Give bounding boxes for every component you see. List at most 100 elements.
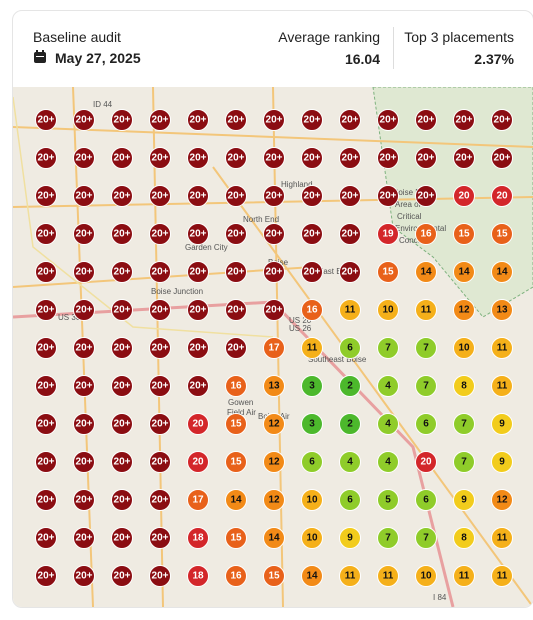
rank-marker [263,261,285,283]
rank-marker [73,185,95,207]
rank-label: 7 [423,533,429,544]
rank-marker [491,527,513,549]
rank-marker [149,299,171,321]
rank-marker [225,337,247,359]
rank-marker [415,337,437,359]
rank-label: 20+ [304,191,321,202]
map-label: Garden City [185,243,228,252]
rank-marker [339,527,361,549]
rank-label: 20+ [114,419,131,430]
rank-marker [35,261,57,283]
map-label: North End [243,215,279,224]
rank-marker [73,299,95,321]
map-label: I 84 [433,593,447,602]
rank-marker [301,565,323,587]
map-label: Boise Junction [151,287,203,296]
rank-marker [149,489,171,511]
rank-label: 20+ [266,267,283,278]
rank-label: 20+ [228,115,245,126]
rank-marker [187,451,209,473]
rank-label: 7 [423,381,429,392]
rank-label: 4 [385,419,391,430]
rank-marker [491,185,513,207]
rank-label: 20+ [228,229,245,240]
rank-label: 19 [382,229,394,240]
rank-label: 20+ [228,343,245,354]
rank-label: 20+ [76,305,93,316]
rank-marker [263,413,285,435]
rank-marker [377,375,399,397]
rank-marker [225,527,247,549]
rank-marker [111,337,133,359]
avg-label: Average ranking [278,29,380,45]
rank-label: 20+ [152,381,169,392]
rank-marker [263,147,285,169]
rank-marker [225,223,247,245]
rank-label: 16 [230,381,242,392]
rank-label: 20+ [76,153,93,164]
rank-marker [187,565,209,587]
rank-label: 20+ [190,153,207,164]
rank-marker [377,565,399,587]
rank-label: 12 [268,495,280,506]
rank-label: 10 [420,571,432,582]
rank-marker [35,375,57,397]
rank-marker [301,109,323,131]
date: May 27, 2025 [55,50,141,66]
rank-label: 8 [461,381,467,392]
rank-label: 15 [230,533,242,544]
rank-marker [263,375,285,397]
rank-label: 14 [306,571,318,582]
rank-label: 20+ [494,115,511,126]
rank-label: 20+ [266,305,283,316]
rank-label: 3 [309,381,315,392]
rank-label: 20+ [38,229,55,240]
rank-label: 20+ [76,343,93,354]
rank-marker [263,299,285,321]
rank-label: 20+ [152,419,169,430]
rank-label: 20+ [152,191,169,202]
rank-label: 20+ [38,305,55,316]
map-label: ID 44 [93,100,113,109]
rank-marker [35,185,57,207]
rank-marker [73,489,95,511]
rank-label: 7 [423,343,429,354]
rank-marker [187,299,209,321]
rank-label: 16 [306,305,318,316]
map-label: Area of [395,200,422,209]
rank-label: 20+ [114,191,131,202]
rank-marker [453,565,475,587]
rank-marker [149,185,171,207]
rank-marker [377,451,399,473]
rank-marker [73,337,95,359]
rank-marker [415,147,437,169]
rank-label: 20+ [342,229,359,240]
rank-marker [491,565,513,587]
rank-label: 11 [497,343,508,354]
rank-label: 20+ [190,267,207,278]
rank-marker [339,565,361,587]
rank-label: 20+ [456,115,473,126]
rank-label: 20+ [38,495,55,506]
rank-label: 6 [309,457,315,468]
rank-label: 10 [306,533,318,544]
rank-label: 15 [268,571,280,582]
rank-label: 20 [496,191,508,202]
rank-marker [187,185,209,207]
rank-marker [111,261,133,283]
rank-marker [301,451,323,473]
rank-marker [111,375,133,397]
rank-marker [111,527,133,549]
rank-marker [225,299,247,321]
rank-marker [301,261,323,283]
rank-label: 20+ [304,115,321,126]
rank-marker [263,565,285,587]
rank-label: 9 [461,495,467,506]
rank-marker [35,527,57,549]
rank-marker [301,185,323,207]
rank-label: 20+ [152,495,169,506]
rank-marker [225,147,247,169]
rank-label: 12 [268,419,280,430]
rank-marker [415,489,437,511]
rank-marker [149,261,171,283]
